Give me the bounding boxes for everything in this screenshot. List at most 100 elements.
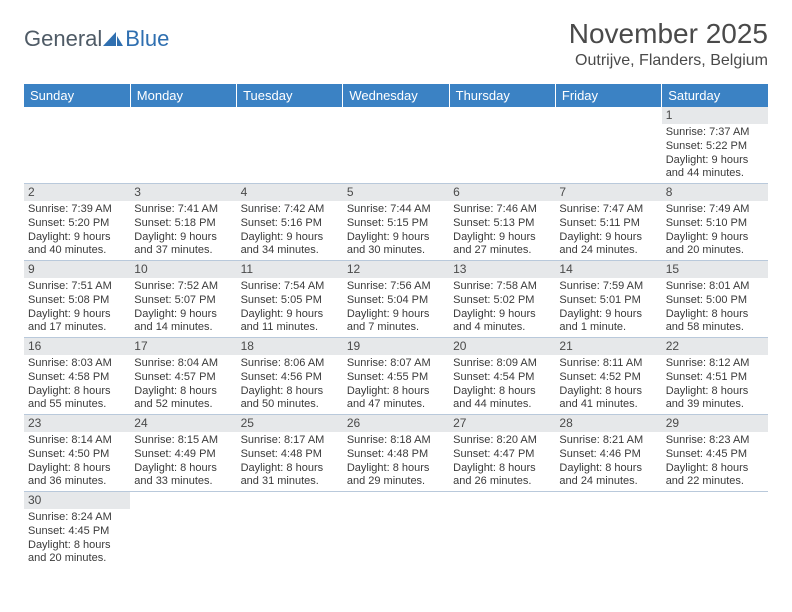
day-line-dl1: Daylight: 8 hours: [666, 385, 764, 399]
day-line-ss: Sunset: 5:18 PM: [134, 217, 232, 231]
day-body: Sunrise: 7:44 AMSunset: 5:15 PMDaylight:…: [343, 201, 449, 260]
day-line-sr: Sunrise: 8:21 AM: [559, 434, 657, 448]
day-line-dl1: Daylight: 8 hours: [453, 385, 551, 399]
day-line-dl2: and 1 minute.: [559, 321, 657, 335]
day-line-ss: Sunset: 5:02 PM: [453, 294, 551, 308]
calendar-cell: 13Sunrise: 7:58 AMSunset: 5:02 PMDayligh…: [449, 261, 555, 338]
day-number: 14: [555, 261, 661, 278]
day-number: 8: [662, 184, 768, 201]
day-line-dl2: and 30 minutes.: [347, 244, 445, 258]
calendar-cell: [555, 492, 661, 569]
page-title: November 2025: [569, 18, 768, 50]
day-line-dl1: Daylight: 9 hours: [559, 231, 657, 245]
day-number: 28: [555, 415, 661, 432]
day-line-dl2: and 24 minutes.: [559, 244, 657, 258]
day-line-dl1: Daylight: 9 hours: [241, 231, 339, 245]
brand-general-text: General: [24, 26, 102, 52]
brand-blue-text: Blue: [125, 26, 169, 52]
day-line-ss: Sunset: 4:45 PM: [28, 525, 126, 539]
day-body: Sunrise: 7:39 AMSunset: 5:20 PMDaylight:…: [24, 201, 130, 260]
day-body: Sunrise: 8:20 AMSunset: 4:47 PMDaylight:…: [449, 432, 555, 491]
day-line-ss: Sunset: 5:01 PM: [559, 294, 657, 308]
weekday-header: Sunday: [24, 84, 130, 107]
day-line-ss: Sunset: 4:47 PM: [453, 448, 551, 462]
day-line-dl2: and 41 minutes.: [559, 398, 657, 412]
day-line-sr: Sunrise: 7:49 AM: [666, 203, 764, 217]
day-line-dl1: Daylight: 9 hours: [241, 308, 339, 322]
day-body: Sunrise: 7:52 AMSunset: 5:07 PMDaylight:…: [130, 278, 236, 337]
day-line-sr: Sunrise: 8:06 AM: [241, 357, 339, 371]
day-line-dl1: Daylight: 8 hours: [241, 462, 339, 476]
day-line-sr: Sunrise: 8:09 AM: [453, 357, 551, 371]
day-body: Sunrise: 7:46 AMSunset: 5:13 PMDaylight:…: [449, 201, 555, 260]
day-line-sr: Sunrise: 7:39 AM: [28, 203, 126, 217]
day-line-dl1: Daylight: 8 hours: [666, 308, 764, 322]
day-line-dl2: and 20 minutes.: [28, 552, 126, 566]
day-line-sr: Sunrise: 7:42 AM: [241, 203, 339, 217]
day-line-dl2: and 26 minutes.: [453, 475, 551, 489]
calendar-cell: 9Sunrise: 7:51 AMSunset: 5:08 PMDaylight…: [24, 261, 130, 338]
title-block: November 2025 Outrijve, Flanders, Belgiu…: [569, 18, 768, 70]
calendar-cell: 22Sunrise: 8:12 AMSunset: 4:51 PMDayligh…: [662, 338, 768, 415]
day-number: 5: [343, 184, 449, 201]
calendar-cell: [343, 107, 449, 184]
day-number: 15: [662, 261, 768, 278]
calendar-cell: 27Sunrise: 8:20 AMSunset: 4:47 PMDayligh…: [449, 415, 555, 492]
day-number: 1: [662, 107, 768, 124]
calendar-cell: 6Sunrise: 7:46 AMSunset: 5:13 PMDaylight…: [449, 184, 555, 261]
day-line-ss: Sunset: 4:57 PM: [134, 371, 232, 385]
day-body: Sunrise: 8:04 AMSunset: 4:57 PMDaylight:…: [130, 355, 236, 414]
day-body: Sunrise: 8:01 AMSunset: 5:00 PMDaylight:…: [662, 278, 768, 337]
day-number: 18: [237, 338, 343, 355]
day-body: Sunrise: 8:07 AMSunset: 4:55 PMDaylight:…: [343, 355, 449, 414]
day-line-sr: Sunrise: 8:15 AM: [134, 434, 232, 448]
day-line-dl1: Daylight: 8 hours: [559, 385, 657, 399]
day-line-sr: Sunrise: 7:37 AM: [666, 126, 764, 140]
day-line-dl2: and 58 minutes.: [666, 321, 764, 335]
day-line-dl1: Daylight: 9 hours: [134, 231, 232, 245]
day-body: Sunrise: 8:23 AMSunset: 4:45 PMDaylight:…: [662, 432, 768, 491]
calendar-cell: 15Sunrise: 8:01 AMSunset: 5:00 PMDayligh…: [662, 261, 768, 338]
day-line-sr: Sunrise: 7:52 AM: [134, 280, 232, 294]
day-body: Sunrise: 8:12 AMSunset: 4:51 PMDaylight:…: [662, 355, 768, 414]
calendar-cell: 19Sunrise: 8:07 AMSunset: 4:55 PMDayligh…: [343, 338, 449, 415]
day-line-dl1: Daylight: 9 hours: [453, 231, 551, 245]
day-number: 21: [555, 338, 661, 355]
day-number: 26: [343, 415, 449, 432]
day-line-dl1: Daylight: 9 hours: [134, 308, 232, 322]
calendar-cell: 8Sunrise: 7:49 AMSunset: 5:10 PMDaylight…: [662, 184, 768, 261]
day-line-ss: Sunset: 4:51 PM: [666, 371, 764, 385]
day-line-sr: Sunrise: 8:03 AM: [28, 357, 126, 371]
brand-logo: General Blue: [24, 26, 169, 52]
day-line-sr: Sunrise: 8:17 AM: [241, 434, 339, 448]
day-number: 16: [24, 338, 130, 355]
day-line-dl1: Daylight: 9 hours: [28, 231, 126, 245]
day-number: 12: [343, 261, 449, 278]
calendar-cell: [237, 107, 343, 184]
day-line-dl2: and 7 minutes.: [347, 321, 445, 335]
day-line-ss: Sunset: 5:20 PM: [28, 217, 126, 231]
day-body: Sunrise: 8:03 AMSunset: 4:58 PMDaylight:…: [24, 355, 130, 414]
day-line-dl1: Daylight: 9 hours: [453, 308, 551, 322]
day-line-dl2: and 36 minutes.: [28, 475, 126, 489]
day-line-ss: Sunset: 5:16 PM: [241, 217, 339, 231]
day-line-dl1: Daylight: 8 hours: [28, 385, 126, 399]
weekday-header: Friday: [555, 84, 661, 107]
day-line-dl2: and 44 minutes.: [453, 398, 551, 412]
day-line-dl1: Daylight: 9 hours: [559, 308, 657, 322]
day-line-dl1: Daylight: 8 hours: [134, 385, 232, 399]
calendar-cell: 17Sunrise: 8:04 AMSunset: 4:57 PMDayligh…: [130, 338, 236, 415]
day-line-dl1: Daylight: 8 hours: [28, 462, 126, 476]
day-line-sr: Sunrise: 7:41 AM: [134, 203, 232, 217]
calendar-cell: [130, 492, 236, 569]
calendar-cell: 1Sunrise: 7:37 AMSunset: 5:22 PMDaylight…: [662, 107, 768, 184]
sail-icon: [103, 28, 123, 54]
day-line-ss: Sunset: 4:49 PM: [134, 448, 232, 462]
calendar-cell: 23Sunrise: 8:14 AMSunset: 4:50 PMDayligh…: [24, 415, 130, 492]
day-body: Sunrise: 7:49 AMSunset: 5:10 PMDaylight:…: [662, 201, 768, 260]
day-line-sr: Sunrise: 8:14 AM: [28, 434, 126, 448]
day-number: 30: [24, 492, 130, 509]
calendar-cell: 26Sunrise: 8:18 AMSunset: 4:48 PMDayligh…: [343, 415, 449, 492]
day-line-dl2: and 40 minutes.: [28, 244, 126, 258]
day-line-ss: Sunset: 5:07 PM: [134, 294, 232, 308]
